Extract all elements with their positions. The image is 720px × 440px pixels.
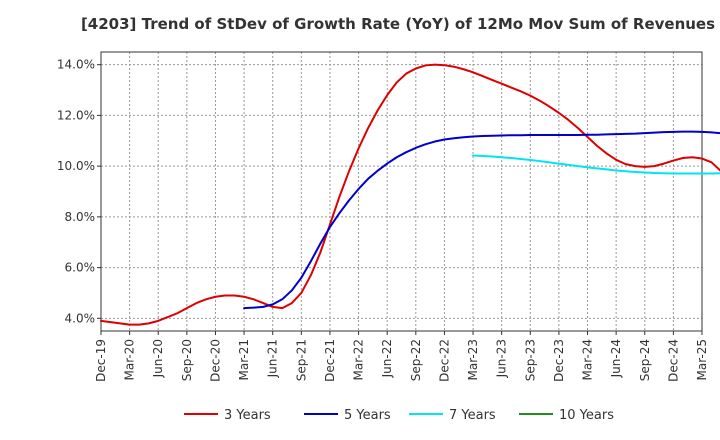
x-tick-label: Sep-24 xyxy=(638,339,652,381)
x-tick-label: Dec-22 xyxy=(437,339,451,382)
plot-area xyxy=(101,52,702,331)
x-gridlines xyxy=(129,52,674,331)
y-tick-label: 10.0% xyxy=(57,159,95,173)
x-axis: Dec-19 Mar-20 Jun-20 Sep-20 Dec-20 Mar-21 Jun-… xyxy=(94,331,709,382)
y-tick-label: 14.0% xyxy=(57,58,95,72)
x-tick-label: Mar-21 xyxy=(237,339,251,380)
x-tick-label: Dec-19 xyxy=(94,339,108,382)
y-gridlines xyxy=(101,64,702,319)
x-tick-label: Sep-20 xyxy=(180,339,194,381)
y-tick-label: 4.0% xyxy=(65,311,96,325)
x-tick-label: Sep-22 xyxy=(409,339,423,381)
y-tick-label: 6.0% xyxy=(65,261,96,275)
y-tick-label: 12.0% xyxy=(57,108,95,122)
x-tick-label: Mar-25 xyxy=(695,339,709,380)
x-tick-label: Jun-23 xyxy=(495,339,509,378)
x-tick-label: Jun-21 xyxy=(266,339,280,378)
x-tick-label: Mar-22 xyxy=(352,339,366,380)
series-line-3-years xyxy=(100,63,720,326)
x-tick-label: Jun-22 xyxy=(380,339,394,378)
x-tick-label: Sep-21 xyxy=(294,339,308,381)
series-line-5-years xyxy=(243,130,720,310)
plot-border xyxy=(100,51,703,332)
y-axis: 4.0% 6.0% 8.0% 10.0% 12.0% 14.0% xyxy=(57,58,101,325)
y-tick-label: 8.0% xyxy=(65,210,96,224)
x-tick-label: Jun-24 xyxy=(609,339,623,378)
x-tick-label: Sep-23 xyxy=(523,339,537,381)
x-tick-label: Dec-21 xyxy=(323,339,337,382)
x-tick-label: Dec-24 xyxy=(666,339,680,382)
legend: 3 Years 5 Years 7 Years 10 Years xyxy=(184,408,614,423)
series-lines xyxy=(100,63,720,326)
x-tick-label: Jun-20 xyxy=(151,339,165,378)
legend-label: 5 Years xyxy=(344,408,391,423)
x-tick-label: Dec-23 xyxy=(552,339,566,382)
legend-label: 7 Years xyxy=(449,408,496,423)
x-tick-label: Dec-20 xyxy=(208,339,222,382)
series-line-7-years xyxy=(472,154,720,175)
legend-label: 10 Years xyxy=(559,408,614,423)
legend-label: 3 Years xyxy=(224,408,271,423)
chart-title: [4203] Trend of StDev of Growth Rate (Yo… xyxy=(81,15,715,33)
x-tick-label: Mar-23 xyxy=(466,339,480,380)
x-tick-label: Mar-20 xyxy=(123,339,137,380)
x-tick-label: Mar-24 xyxy=(581,339,595,380)
